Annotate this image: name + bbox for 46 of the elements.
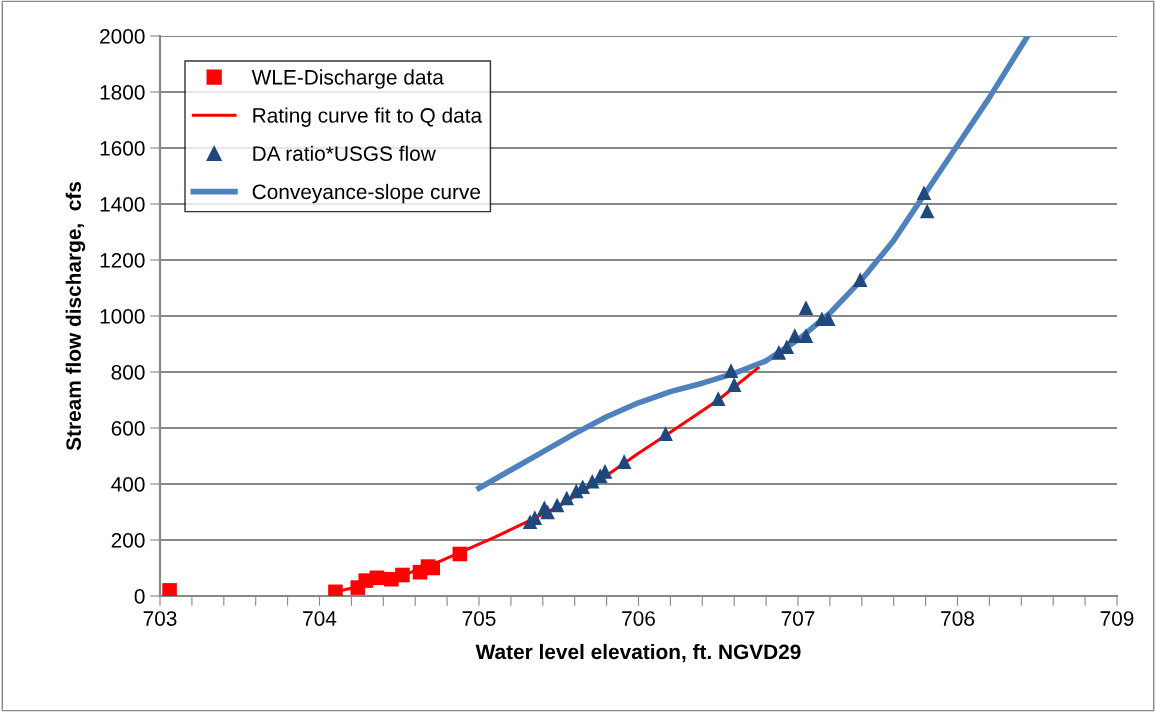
y-tick-label: 1400 [100, 197, 145, 212]
y-tick-label: 1600 [100, 141, 145, 156]
point [540, 504, 555, 520]
x-tick-label: 709 [1100, 611, 1134, 626]
x-tick-label: 708 [941, 611, 974, 626]
point [369, 570, 385, 586]
x-axis-title: Water level elevation, ft. NGVD29 [475, 643, 801, 663]
y-tick-label: 600 [111, 421, 145, 436]
point [658, 426, 673, 441]
point [916, 185, 932, 201]
x-tick-label: 706 [622, 611, 655, 626]
point [425, 560, 441, 576]
legend-label: WLE-Discharge data [251, 69, 444, 89]
y-tick-label: 1200 [100, 253, 145, 268]
point [798, 300, 814, 315]
y-tick-label: 200 [111, 533, 145, 548]
point [798, 328, 814, 343]
y-axis-title: Stream flow discharge, cfs [65, 181, 86, 451]
point [779, 339, 795, 355]
point [726, 377, 742, 392]
point [771, 345, 787, 360]
point [852, 272, 868, 287]
point [549, 497, 565, 513]
legend-label: Conveyance-slope curve [252, 183, 481, 204]
legend-label: DA ratio*USGS flow [253, 145, 436, 161]
point [919, 203, 935, 219]
point [452, 546, 468, 562]
x-tick-label: 703 [143, 611, 177, 626]
x-tick-label: 705 [462, 611, 496, 626]
y-tick-label: 1800 [100, 85, 145, 100]
y-tick-label: 2000 [100, 29, 145, 44]
point [162, 583, 177, 596]
point [559, 490, 575, 506]
x-tick-label: 707 [781, 611, 815, 626]
point [584, 473, 600, 489]
point [616, 454, 632, 469]
x-tick-label: 704 [303, 611, 337, 626]
point [395, 567, 410, 583]
point [787, 328, 803, 343]
y-tick-label: 400 [111, 477, 145, 492]
point [710, 391, 726, 406]
y-tick-label: 0 [134, 589, 145, 604]
y-tick-label: 1000 [100, 309, 145, 324]
y-tick-label: 800 [111, 365, 145, 380]
point [723, 363, 739, 378]
legend-label: Rating curve fit to Q data [253, 107, 483, 127]
